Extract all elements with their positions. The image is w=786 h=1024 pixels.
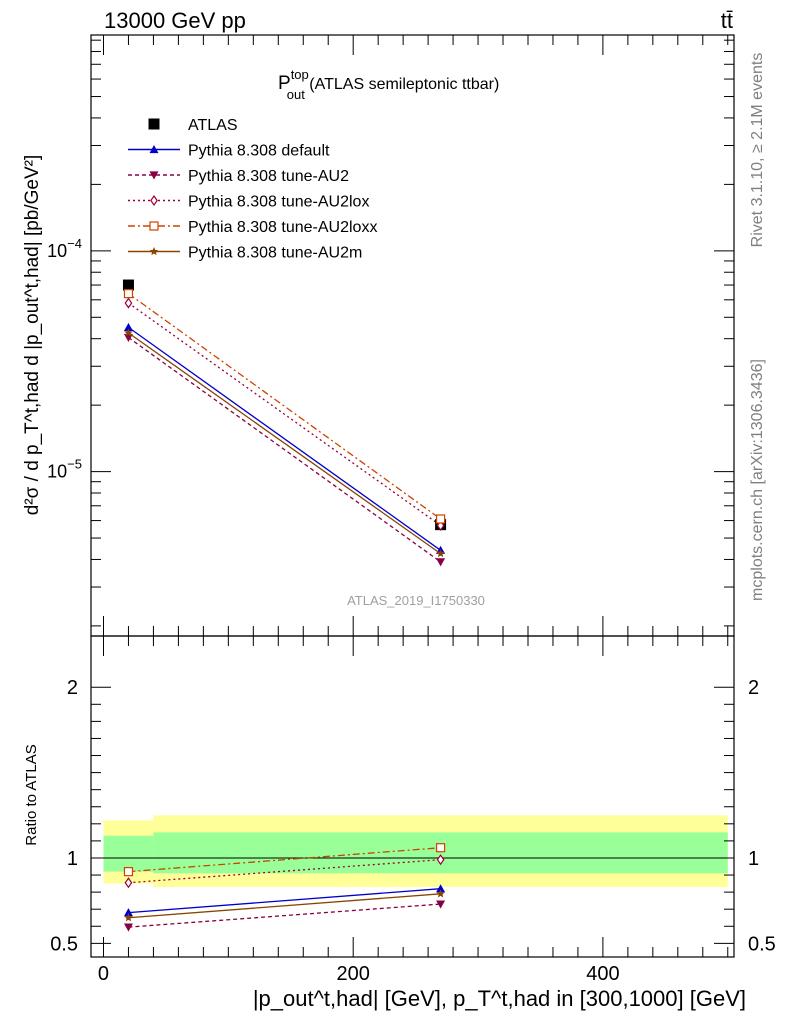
legend-entry-5: Pythia 8.308 tune-AU2m [188, 245, 362, 262]
series-3-point-1 [436, 519, 445, 532]
header-right: tt̄ [721, 8, 733, 33]
legend-marker-4 [149, 221, 159, 231]
series-5-point-0 [124, 328, 133, 337]
x-tick-label-2: 400 [586, 963, 619, 985]
ratio-y-tick-label-left: 1 [67, 848, 78, 870]
y-tick-label-exp: −5 [67, 457, 82, 472]
main-plot-data [122, 279, 447, 567]
x-axis-label: |p_out^t,had| [GeV], p_T^t,had in [300,1… [253, 986, 746, 1011]
ratio-uncertainty-bands [91, 815, 734, 887]
series-1-point-0 [123, 322, 133, 331]
series-line-4 [128, 293, 441, 520]
ratio-plot-frame [90, 635, 735, 958]
series-line-5 [128, 332, 441, 555]
ratio-y-tick-label-right: 2 [748, 677, 759, 699]
series-2-point-1 [436, 558, 446, 567]
series-line-2 [128, 336, 441, 563]
legend-marker-3 [150, 194, 158, 207]
series-4-point-0 [123, 289, 134, 299]
ratio-2-point-0 [124, 877, 133, 889]
ratio-2-point-1 [436, 854, 445, 866]
mcplots-label: mcplots.cern.ch [arXiv:1306.3436] [749, 359, 766, 601]
y-tick-label-base: 10 [47, 462, 67, 482]
ratio-1-point-0 [123, 923, 133, 932]
ratio-y-tick-label-right: 1 [748, 848, 759, 870]
ratio-line-3 [128, 847, 441, 873]
y-tick-label-exp: −4 [67, 236, 82, 251]
legend-entry-0: ATLAS [188, 117, 238, 134]
ratio-3-point-0 [123, 867, 134, 877]
legend-entry-3: Pythia 8.308 tune-AU2lox [188, 194, 369, 211]
ratio-tick-labels: 0.5 0.5 1 1 2 2 0 200 400 [50, 677, 776, 985]
inner-band-0 [103, 835, 154, 872]
ratio-y-tick-label-right: 0.5 [748, 933, 776, 955]
series-5-point-1 [436, 549, 445, 558]
ratio-0-point-1 [436, 884, 446, 893]
ratio-line-2 [128, 859, 441, 884]
ratio-1-point-1 [436, 900, 446, 909]
ratio-line-4 [128, 893, 441, 919]
legend-entry-1: Pythia 8.308 default [188, 143, 330, 160]
legend-entry-4: Pythia 8.308 tune-AU2loxx [188, 219, 377, 236]
series-4-point-1 [435, 514, 446, 524]
legend-entry-2: Pythia 8.308 tune-AU2 [188, 168, 349, 185]
ratio-panel: 0.5 0.5 1 1 2 2 0 200 400 Ratio to ATLAS [23, 635, 776, 985]
ratio-3-point-1 [435, 843, 446, 853]
series-line-1 [128, 326, 441, 551]
legend: ATLAS Pythia 8.308 default Pythia 8.308 tu… [128, 117, 377, 262]
y-tick-label-1: 10−5 [47, 457, 82, 482]
y-axis-label: d²σ / d p_T^t,had d |p_out^t,had| [pb/Ge… [22, 155, 43, 516]
plot-title-rest: (ATLAS semileptonic ttbar) [305, 76, 499, 93]
plot-title: Ptop out (ATLAS semileptonic ttbar) [278, 67, 499, 102]
legend-marker-1 [149, 145, 159, 154]
main-plot-ticks [91, 35, 734, 636]
series-0-point-0 [122, 279, 134, 291]
plot-title-sup: top [291, 67, 309, 82]
legend-marker-0 [148, 118, 160, 130]
ratio-line-0 [128, 888, 441, 914]
x-tick-label-1: 200 [337, 963, 370, 985]
rivet-label: Rivet 3.1.10, ≥ 2.1M events [749, 53, 766, 248]
ratio-data [123, 843, 446, 932]
header-left: 13000 GeV pp [104, 8, 246, 33]
analysis-watermark: ATLAS_2019_I1750330 [347, 593, 485, 608]
main-plot-panel: 10−410−5 Ptop out (ATLAS semileptonic ttb… [22, 34, 735, 637]
legend-marker-2 [149, 171, 159, 180]
series-line-3 [128, 302, 441, 527]
ratio-0-point-0 [123, 908, 133, 917]
y-tick-label-0: 10−4 [47, 236, 82, 261]
ratio-line-1 [128, 903, 441, 928]
plot-title-sub: out [287, 87, 305, 102]
ratio-y-tick-label-left: 0.5 [50, 933, 78, 955]
ratio-4-point-1 [436, 889, 445, 898]
x-tick-label-0: 0 [98, 963, 109, 985]
ratio-y-tick-label-left: 2 [67, 677, 78, 699]
series-3-point-0 [124, 297, 133, 309]
ratio-4-point-0 [124, 913, 133, 922]
ratio-y-axis-label: Ratio to ATLAS [23, 744, 40, 845]
legend-marker-5 [149, 247, 159, 256]
y-tick-label-base: 10 [47, 241, 67, 261]
ratio-ticks [91, 636, 734, 957]
main-plot-tick-labels: 10−410−5 [47, 236, 82, 482]
plot-title-main: P [278, 73, 291, 94]
inner-band-1 [153, 832, 728, 874]
